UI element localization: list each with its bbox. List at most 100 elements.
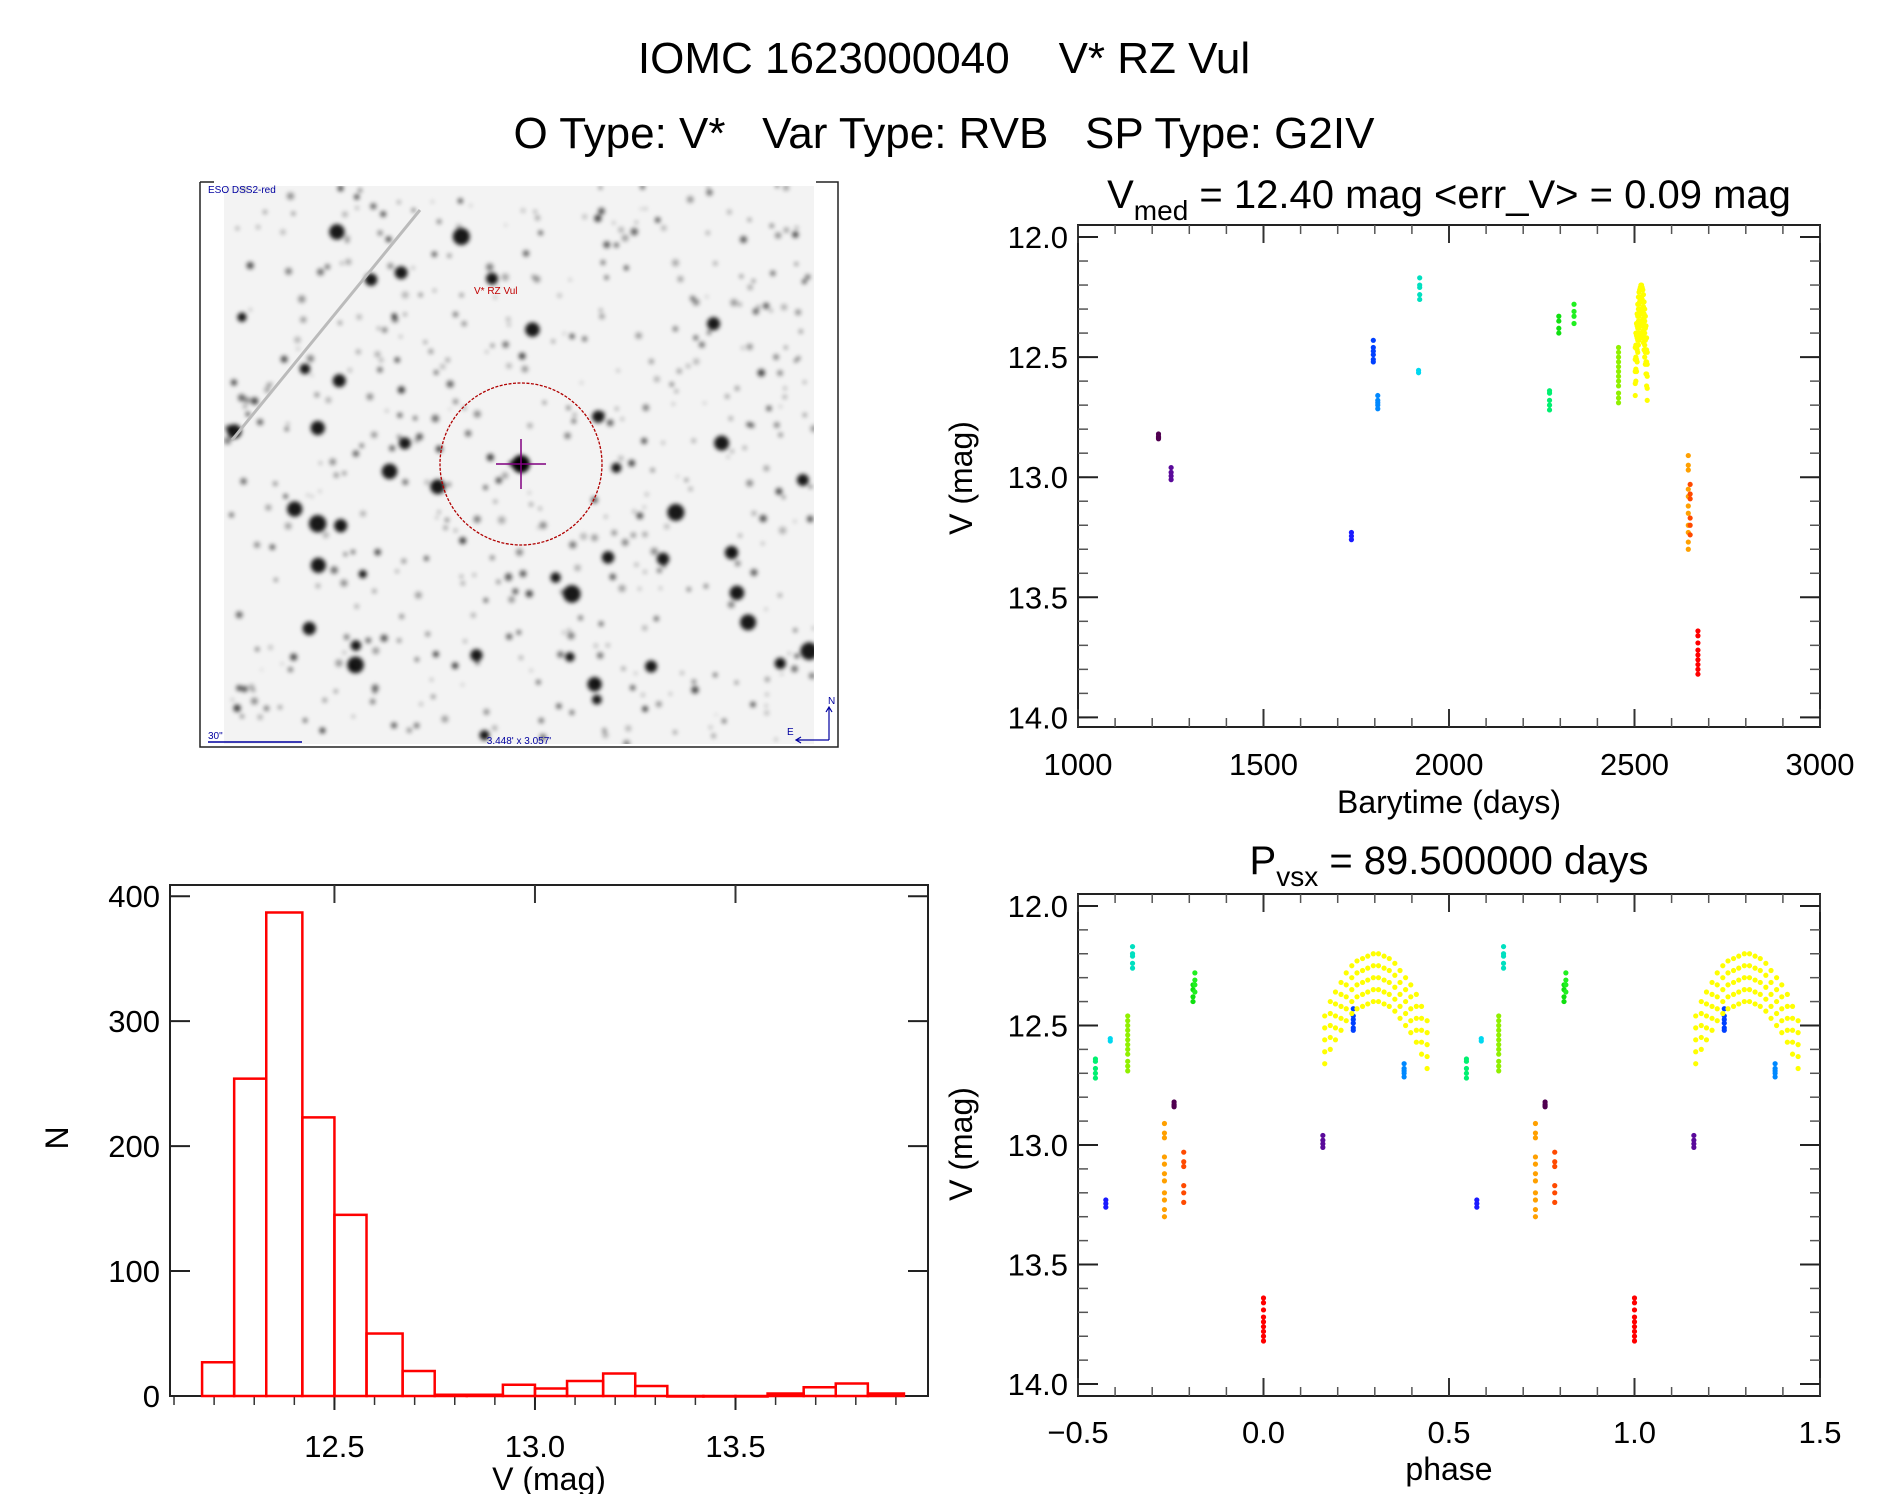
star: [475, 660, 480, 666]
phase-plot-point: [1474, 1200, 1480, 1207]
star: [794, 359, 798, 363]
phase-plot-point: [1773, 975, 1780, 981]
star: [347, 656, 364, 674]
scale-label: 30": [208, 731, 223, 742]
star: [730, 299, 738, 307]
light-curve-y-tick-label: 12.0: [1008, 220, 1068, 255]
star: [283, 494, 288, 499]
star: [329, 224, 345, 240]
phase-plot-point: [1768, 967, 1774, 974]
star: [800, 642, 814, 661]
star: [557, 651, 564, 658]
star: [501, 472, 509, 479]
star: [706, 231, 710, 235]
phase-plot-point: [1779, 1006, 1785, 1012]
phase-plot-point: [1795, 1053, 1801, 1060]
star: [342, 471, 347, 476]
star: [273, 481, 278, 486]
star: [721, 718, 727, 724]
star: [394, 357, 400, 363]
star: [564, 432, 571, 439]
star: [357, 188, 363, 193]
star: [632, 509, 636, 514]
phase-plot-x-tick-label: 0.0: [1242, 1415, 1285, 1450]
star: [240, 478, 247, 485]
histogram-x-tick-label: 13.0: [505, 1429, 565, 1464]
star: [322, 531, 330, 539]
light-curve-point: [1642, 313, 1648, 319]
star: [431, 251, 438, 257]
phase-plot-point: [1370, 987, 1376, 993]
star: [642, 531, 648, 538]
star: [439, 363, 446, 370]
star: [774, 657, 786, 670]
east-label: E: [787, 727, 794, 738]
star: [810, 425, 814, 433]
star: [224, 436, 232, 445]
phase-plot-point: [1789, 1027, 1796, 1033]
star: [655, 217, 661, 223]
star: [787, 652, 791, 655]
phase-plot-point: [1532, 1214, 1539, 1220]
phase-plot-point: [1563, 989, 1569, 995]
light-curve-point: [1685, 539, 1691, 545]
star: [799, 329, 803, 334]
phase-plot: Pvsx = 89.500000 days phase V (mag) −0.5…: [943, 839, 1842, 1487]
figure-title: IOMC 1623000040 V* RZ Vul: [638, 34, 1250, 83]
star: [490, 344, 495, 348]
phase-plot-point: [1192, 982, 1198, 988]
phase-plot-point: [1698, 1022, 1704, 1029]
star: [372, 689, 377, 694]
star: [469, 204, 472, 207]
star: [538, 507, 542, 510]
star: [726, 455, 730, 459]
star: [330, 566, 338, 574]
phase-plot-point: [1161, 1154, 1168, 1160]
phase-plot-point: [1354, 982, 1360, 988]
phase-plot-y-tick-label: 13.5: [1008, 1248, 1068, 1283]
phase-plot-point: [1349, 998, 1355, 1005]
star: [615, 407, 619, 411]
star: [742, 446, 747, 450]
phase-plot-point: [1161, 1130, 1168, 1136]
phase-plot-point: [1532, 1206, 1539, 1213]
star: [461, 683, 464, 686]
phase-plot-point: [1693, 1049, 1699, 1055]
phase-plot-point: [1413, 1039, 1419, 1045]
phase-plot-point: [1359, 1003, 1366, 1009]
phase-plot-point: [1779, 1018, 1785, 1024]
star: [628, 459, 636, 467]
star: [318, 490, 322, 493]
phase-plot-point: [1725, 970, 1731, 976]
star: [398, 437, 411, 450]
star: [793, 520, 797, 523]
light-curve-point: [1417, 284, 1423, 291]
light-curve-point: [1415, 370, 1422, 376]
star: [406, 727, 412, 733]
star: [551, 339, 555, 343]
phase-plot-point: [1631, 1338, 1638, 1344]
phase-plot-ylabel: V (mag): [943, 1087, 979, 1201]
star: [782, 495, 786, 499]
phase-plot-point: [1359, 991, 1366, 998]
star: [250, 397, 259, 405]
phase-plot-point: [1552, 1159, 1558, 1165]
phase-plot-point: [1496, 1042, 1502, 1048]
light-curve-point: [1571, 308, 1577, 315]
phase-plot-point: [1757, 979, 1763, 986]
phase-plot-point: [1401, 1061, 1407, 1067]
phase-plot-point: [1161, 1197, 1168, 1203]
star: [686, 587, 691, 592]
star: [351, 549, 355, 554]
phase-plot-point: [1192, 977, 1198, 983]
phase-plot-point: [1365, 953, 1371, 959]
phase-plot-point: [1741, 975, 1747, 981]
star: [769, 223, 774, 228]
phase-plot-point: [1736, 965, 1742, 971]
light-curve-point: [1642, 354, 1648, 360]
light-curve-point: [1642, 330, 1648, 336]
light-curve-point: [1615, 390, 1622, 396]
light-curve-point: [1556, 318, 1562, 324]
light-curve-point: [1644, 397, 1650, 403]
phase-plot-point: [1552, 1149, 1558, 1155]
